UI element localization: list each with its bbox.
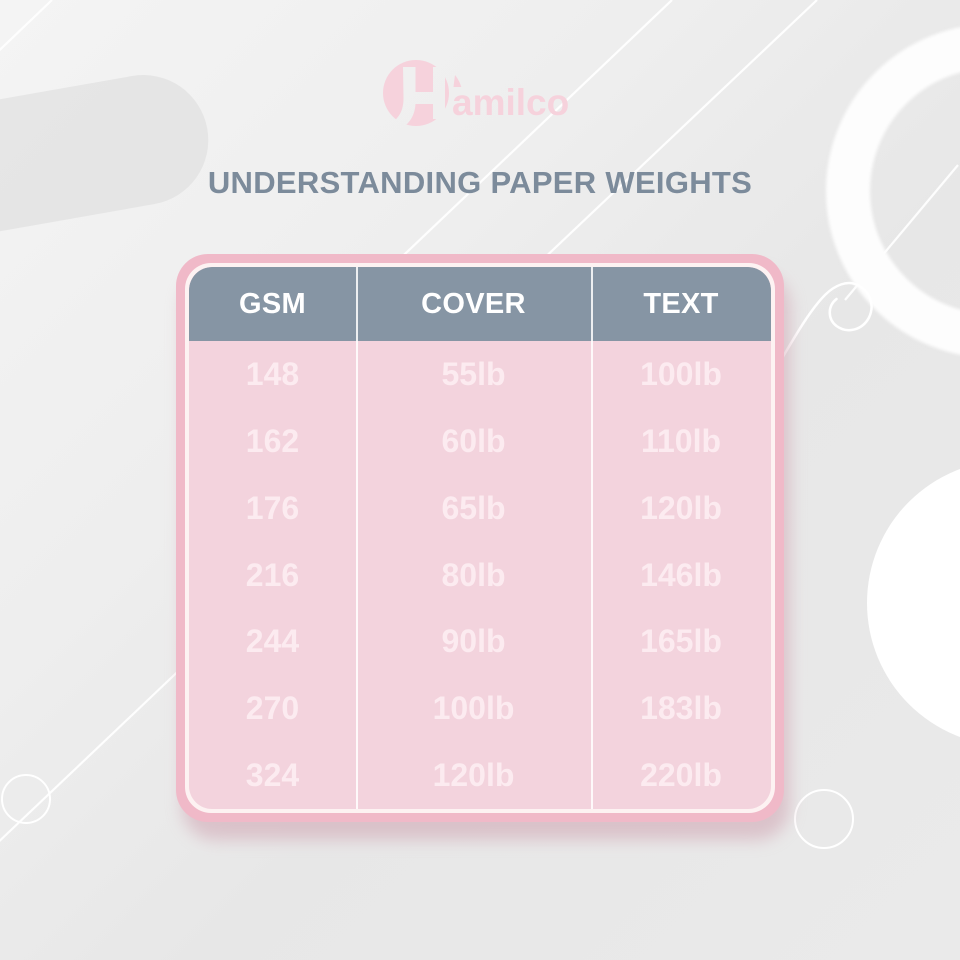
svg-text:amilco: amilco [452, 82, 569, 123]
